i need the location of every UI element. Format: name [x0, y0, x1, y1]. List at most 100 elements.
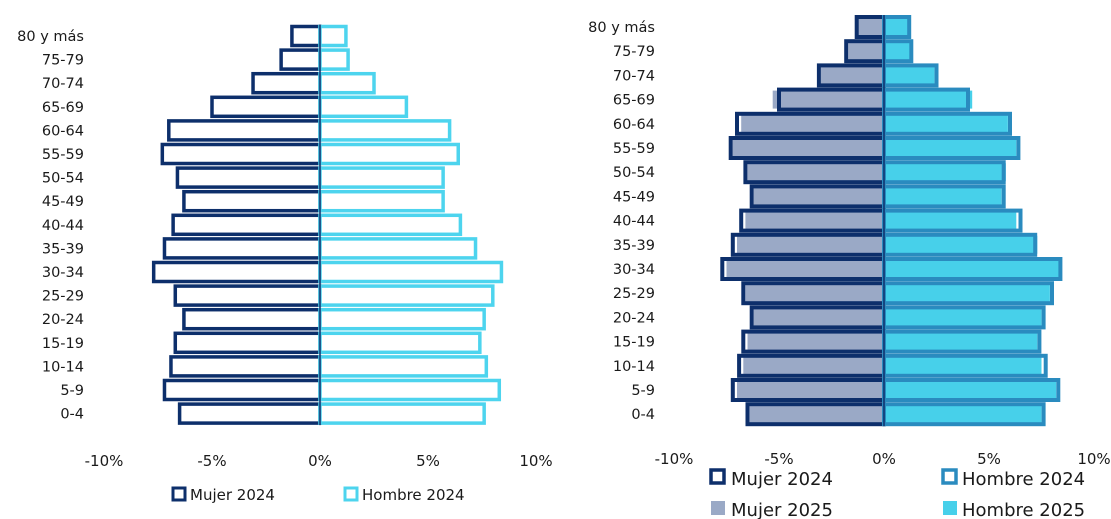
bar-outline-hombre-2024 [318, 213, 463, 237]
bar-outline-mujer-2024 [210, 95, 322, 119]
category-label-40-44: 40-44 [42, 218, 84, 234]
bar-hombre-2025 [884, 308, 1042, 327]
bar-outline-mujer-2024 [151, 260, 322, 284]
category-label-10-14: 10-14 [42, 359, 84, 375]
category-label-80-y-m-s: 80 y más [588, 20, 655, 36]
bar-hombre-2025 [884, 139, 1017, 157]
bar-hombre-2025 [884, 90, 973, 109]
bar-hombre-2025 [884, 211, 1017, 230]
category-label-65-69: 65-69 [42, 100, 84, 116]
category-label-25-29: 25-29 [42, 289, 84, 305]
bar-mujer-2025 [856, 18, 884, 36]
bar-hombre-2025 [884, 187, 1002, 206]
bar-mujer-2025 [737, 235, 884, 254]
category-label-20-24: 20-24 [613, 310, 655, 326]
legend-swatch-hombre-2024 [343, 486, 359, 502]
pyramid-chart-2024: 80 y más 75-79 70-74 65-69 60-64 55-59 50-54 45… [17, 24, 553, 470]
bar-hombre-2025 [884, 66, 935, 85]
category-label-25-29: 25-29 [613, 286, 655, 302]
legend-label-hombre-2025: Hombre 2025 [962, 500, 1085, 519]
category-label-15-19: 15-19 [42, 336, 84, 352]
bar-hombre-2025 [884, 381, 1057, 399]
category-label-80-y-m-s: 80 y más [17, 29, 84, 45]
bar-outline-mujer-2024 [171, 213, 322, 237]
category-label-55-59: 55-59 [42, 147, 84, 163]
bar-mujer-2025 [743, 356, 884, 375]
legend-swatch-hombre-2025 [943, 501, 957, 515]
bar-mujer-2025 [753, 187, 884, 206]
legend-label-mujer-2024: Mujer 2024 [731, 469, 833, 490]
bar-hombre-2025 [884, 332, 1038, 351]
bar-hombre-2025 [884, 114, 1008, 133]
bar-outline-hombre-2024 [318, 48, 350, 71]
bar-outline-mujer-2024 [182, 307, 322, 331]
category-label-75-79: 75-79 [42, 53, 84, 69]
bar-outline-hombre-2024 [318, 237, 478, 260]
legend-swatch-mujer-2024 [709, 468, 726, 485]
bar-hombre-2025 [884, 284, 1050, 303]
bar-outline-hombre-2024 [318, 378, 502, 402]
bar-hombre-2025 [884, 260, 1061, 278]
legend-right: Mujer 2024 Hombre 2024 Mujer 2025 Hombre… [709, 468, 1085, 519]
x-tick-label: 5% [416, 452, 440, 470]
legend-left: Mujer 2024 Hombre 2024 [171, 486, 465, 504]
bar-mujer-2025 [772, 90, 884, 109]
bar-outline-mujer-2024 [160, 142, 322, 166]
bar-mujer-2025 [749, 405, 884, 424]
bar-mujer-2025 [821, 66, 884, 85]
category-label-30-34: 30-34 [42, 265, 84, 281]
x-tick-label: 5% [977, 450, 1001, 468]
bar-mujer-2025 [737, 381, 884, 399]
bar-mujer-2025 [745, 284, 884, 303]
category-label-70-74: 70-74 [42, 76, 84, 92]
bar-hombre-2025 [884, 356, 1042, 375]
category-label-60-64: 60-64 [42, 123, 84, 139]
category-label-75-79: 75-79 [613, 44, 655, 60]
category-label-35-39: 35-39 [42, 241, 84, 257]
bar-mujer-2025 [726, 260, 884, 278]
category-label-45-49: 45-49 [42, 194, 84, 210]
bar-hombre-2025 [884, 18, 910, 36]
category-label-20-24: 20-24 [42, 312, 84, 328]
category-label-40-44: 40-44 [613, 214, 655, 230]
category-label-0-4: 0-4 [631, 407, 655, 423]
category-label-30-34: 30-34 [613, 262, 655, 278]
bar-outline-hombre-2024 [318, 166, 445, 189]
bar-outline-mujer-2024 [162, 237, 322, 260]
bar-outline-hombre-2024 [318, 95, 409, 119]
category-label-5-9: 5-9 [60, 383, 84, 399]
pyramid-chart-2024-2025: 80 y más 75-79 70-74 65-69 60-64 55-59 50-54 45… [588, 15, 1111, 468]
legend-label-hombre-2024: Hombre 2024 [962, 469, 1085, 490]
category-label-0-4: 0-4 [60, 407, 84, 423]
legend-label-mujer-2024: Mujer 2024 [190, 486, 275, 504]
category-label-70-74: 70-74 [613, 68, 655, 84]
x-tick-label: -10% [655, 450, 694, 468]
bar-outline-mujer-2024 [251, 71, 322, 95]
bar-mujer-2025 [848, 42, 884, 61]
bar-outline-mujer-2024 [279, 48, 322, 71]
category-label-35-39: 35-39 [613, 238, 655, 254]
x-tick-label: 0% [308, 452, 332, 470]
legend-swatch-mujer-2025 [711, 501, 725, 515]
category-label-15-19: 15-19 [613, 335, 655, 351]
bar-mujer-2025 [747, 332, 884, 351]
category-label-10-14: 10-14 [613, 359, 655, 375]
x-tick-label: -5% [764, 450, 793, 468]
x-tick-label: 10% [1077, 450, 1110, 468]
category-label-5-9: 5-9 [631, 383, 655, 399]
bar-outline-mujer-2024 [173, 331, 322, 355]
legend-swatch-hombre-2024 [941, 468, 958, 485]
bar-outline-hombre-2024 [318, 24, 348, 48]
bar-hombre-2025 [884, 405, 1042, 424]
bar-outline-mujer-2024 [182, 189, 322, 213]
category-label-50-54: 50-54 [42, 171, 84, 187]
bar-outline-hombre-2024 [318, 260, 504, 284]
bar-hombre-2025 [884, 235, 1038, 254]
category-label-50-54: 50-54 [613, 165, 655, 181]
bar-hombre-2025 [884, 163, 1006, 182]
bar-outline-mujer-2024 [175, 166, 322, 189]
bar-outline-hombre-2024 [318, 119, 452, 142]
bar-outline-hombre-2024 [318, 284, 495, 307]
bar-outline-mujer-2024 [169, 355, 322, 378]
